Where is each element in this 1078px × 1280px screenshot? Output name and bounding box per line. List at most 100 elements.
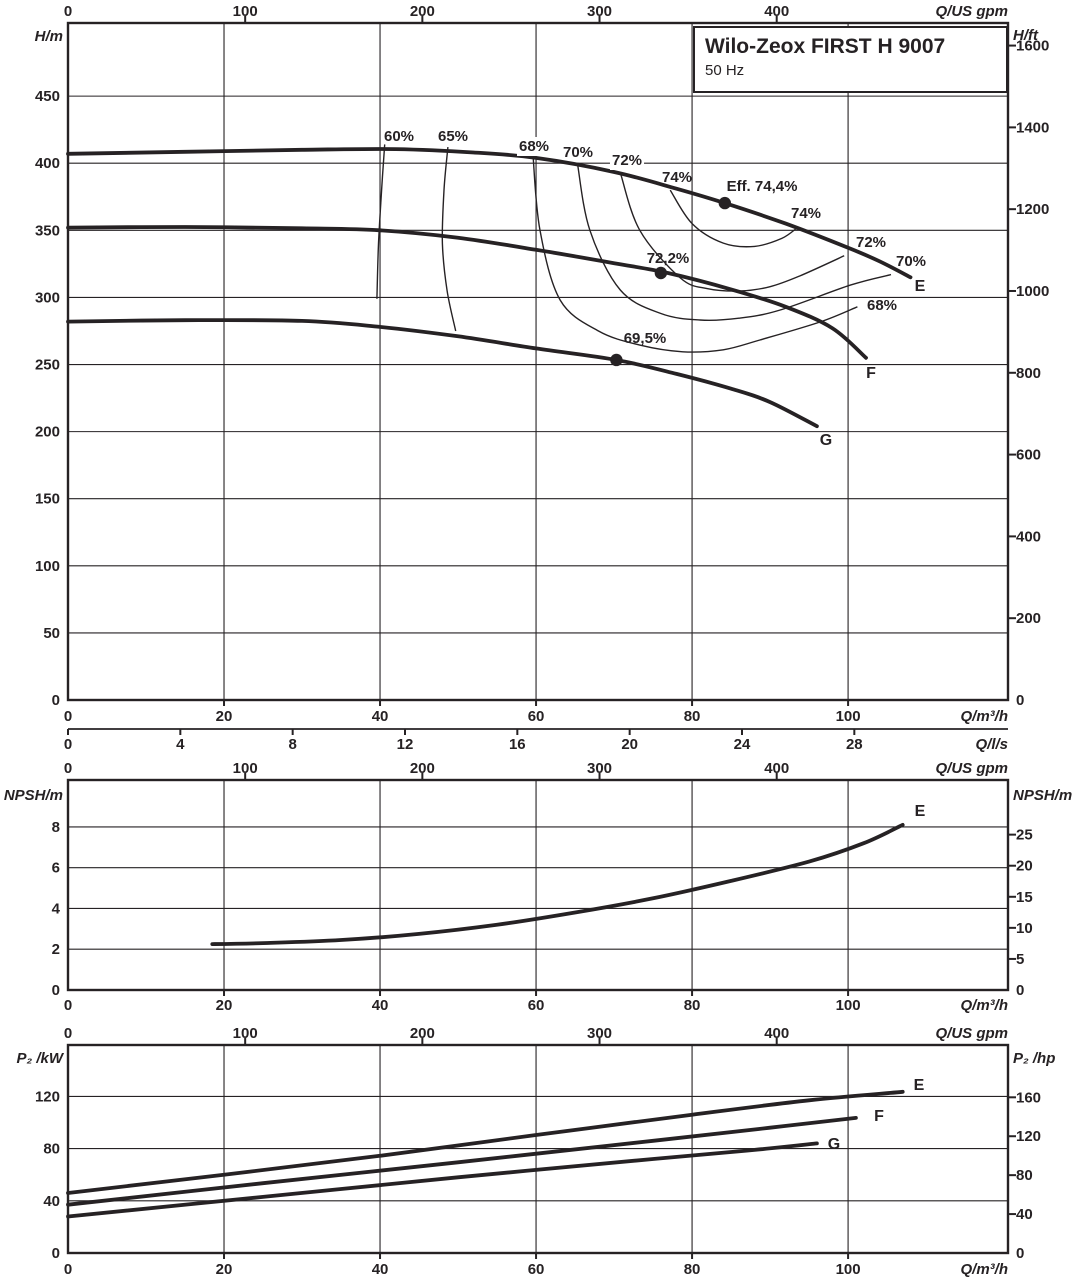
- chart-text: E: [915, 278, 926, 295]
- curve-E: [210, 823, 905, 946]
- chart-text: 80: [1016, 1167, 1033, 1184]
- chart-text: 5: [1016, 951, 1024, 968]
- chart-text: 28: [846, 736, 863, 753]
- chart-text: 0: [52, 1245, 60, 1262]
- chart-text: 300: [587, 3, 612, 20]
- chart-text: 6: [52, 860, 60, 877]
- chart-text: Q/m³/h: [961, 997, 1009, 1014]
- chart-text: 60%: [384, 128, 414, 145]
- bep-marker: [610, 353, 623, 367]
- chart-text: 600: [1016, 447, 1041, 464]
- chart-text: NPSH/m: [1013, 787, 1072, 804]
- chart-text: 60: [528, 1261, 545, 1278]
- chart-text: 1200: [1016, 201, 1049, 218]
- chart-text: 0: [52, 982, 60, 999]
- chart-text: 60: [528, 997, 545, 1014]
- chart-text: 68%: [867, 297, 897, 314]
- chart-text: 1400: [1016, 119, 1049, 136]
- chart-text: 0: [1016, 1245, 1024, 1262]
- chart-text: 450: [35, 88, 60, 105]
- chart-text: 40: [1016, 1206, 1033, 1223]
- chart-text: 25: [1016, 827, 1033, 844]
- head-capacity-chart: 0 100 200 300 400 Q/US gpm0501001502002503003…: [35, 3, 1050, 753]
- chart-text: 20: [1016, 858, 1033, 875]
- chart-text: 12: [397, 736, 414, 753]
- frequency-label: 50 Hz: [705, 62, 745, 80]
- plot-frame: [66, 778, 1010, 992]
- chart-text: 74%: [662, 169, 692, 186]
- label-mask: [516, 137, 552, 156]
- chart-text: NPSH/m: [4, 787, 63, 804]
- chart-text: 74%: [791, 205, 821, 222]
- chart-text: 80: [684, 708, 701, 725]
- chart-text: G: [820, 432, 832, 449]
- chart-text: 72,2%: [647, 250, 690, 267]
- efficiency-contour-60%: [376, 144, 386, 299]
- chart-text: 160: [1016, 1089, 1041, 1106]
- chart-text: 0: [64, 1261, 72, 1278]
- chart-text: 80: [684, 1261, 701, 1278]
- chart-text: Q/US gpm: [935, 3, 1008, 20]
- plot-frame: [66, 21, 1010, 702]
- chart-text: H/m: [35, 28, 63, 45]
- chart-text: 2: [52, 941, 60, 958]
- curve-F: [66, 225, 868, 360]
- chart-text: 60: [528, 708, 545, 725]
- chart-text: 1600: [1016, 38, 1049, 55]
- efficiency-contour-72%: [619, 172, 845, 292]
- chart-text: 65%: [438, 128, 468, 145]
- chart-text: 150: [35, 491, 60, 508]
- chart-text: P₂ /hp: [1013, 1050, 1055, 1067]
- curve-G: [66, 318, 819, 429]
- chart-text: 15: [1016, 889, 1033, 906]
- curve-G: [66, 1141, 819, 1219]
- bep-marker: [654, 266, 668, 280]
- chart-text: 400: [764, 760, 789, 777]
- chart-text: 0: [64, 708, 72, 725]
- chart-text: 800: [1016, 365, 1041, 382]
- chart-text: 250: [35, 357, 60, 374]
- chart-text: 16: [509, 736, 526, 753]
- chart-text: Q/US gpm: [935, 1025, 1008, 1042]
- chart-text: H/ft: [1013, 27, 1039, 44]
- chart-text: 70%: [896, 253, 926, 270]
- chart-text: 100: [233, 3, 258, 20]
- chart-text: 300: [35, 289, 60, 306]
- chart-text: 100: [836, 997, 861, 1014]
- bep-marker: [718, 196, 732, 210]
- chart-text: 50: [43, 625, 60, 642]
- chart-text: 400: [764, 3, 789, 20]
- label-mask: [609, 151, 645, 170]
- chart-text: 0: [64, 997, 72, 1014]
- npsh-chart: 0 100 200 300 400 Q/US gpm02468NPSH/m05101520…: [4, 760, 1072, 1014]
- chart-text: G: [828, 1136, 840, 1153]
- curve-F: [66, 1116, 858, 1207]
- chart-text: 1000: [1016, 283, 1049, 300]
- chart-text: 40: [372, 997, 389, 1014]
- chart-text: Q/m³/h: [961, 1261, 1009, 1278]
- chart-text: 4: [176, 736, 185, 753]
- chart-text: F: [866, 365, 876, 382]
- title-box: Wilo-Zeox FIRST H 9007 50 Hz: [693, 26, 1008, 93]
- chart-text: 20: [621, 736, 638, 753]
- chart-text: 100: [836, 708, 861, 725]
- chart-text: Q/US gpm: [935, 760, 1008, 777]
- chart-text: 0: [64, 3, 72, 20]
- chart-text: 10: [1016, 920, 1033, 937]
- chart-text: 200: [410, 760, 435, 777]
- chart-text: 40: [372, 708, 389, 725]
- chart-text: 120: [1016, 1128, 1041, 1145]
- chart-text: 70%: [563, 144, 593, 161]
- chart-text: 68%: [519, 138, 549, 155]
- efficiency-contour-70%: [576, 163, 892, 321]
- chart-text: 72%: [612, 152, 642, 169]
- efficiency-contour-65%: [441, 147, 457, 332]
- chart-text: 0: [64, 736, 72, 753]
- chart-text: 72%: [856, 234, 886, 251]
- chart-text: 400: [764, 1025, 789, 1042]
- chart-text: 400: [1016, 528, 1041, 545]
- chart-text: 0: [52, 692, 60, 709]
